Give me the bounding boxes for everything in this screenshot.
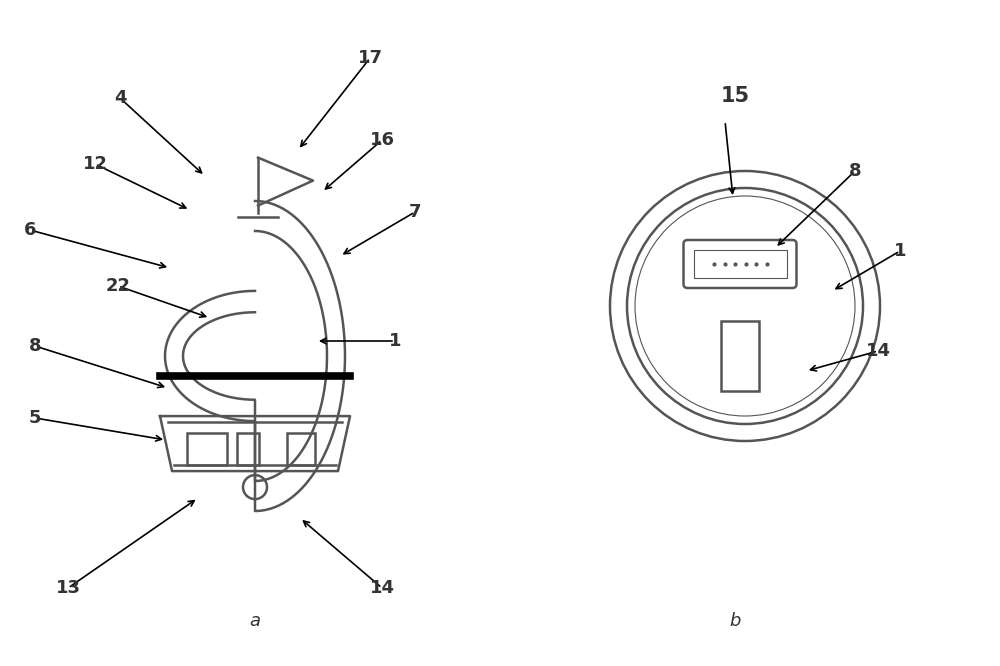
Bar — [187, 433, 227, 465]
Text: b: b — [729, 612, 741, 630]
Text: 14: 14 — [370, 579, 394, 597]
Bar — [237, 433, 259, 465]
Text: 8: 8 — [29, 337, 41, 355]
Text: 22: 22 — [106, 277, 130, 295]
Text: 13: 13 — [56, 579, 80, 597]
Text: 1: 1 — [389, 332, 401, 350]
Text: 5: 5 — [29, 409, 41, 427]
Text: a: a — [250, 612, 260, 630]
Text: 8: 8 — [849, 162, 861, 180]
Text: 17: 17 — [358, 49, 382, 67]
Text: 14: 14 — [866, 342, 891, 360]
Bar — [721, 321, 759, 391]
Bar — [287, 433, 315, 465]
Text: 1: 1 — [894, 242, 906, 260]
Bar — [694, 250, 786, 278]
Text: 7: 7 — [409, 203, 421, 221]
Text: 16: 16 — [370, 131, 394, 149]
Text: 15: 15 — [720, 86, 750, 106]
Text: 12: 12 — [82, 155, 108, 173]
Text: 4: 4 — [114, 89, 126, 107]
Text: 6: 6 — [24, 221, 36, 239]
